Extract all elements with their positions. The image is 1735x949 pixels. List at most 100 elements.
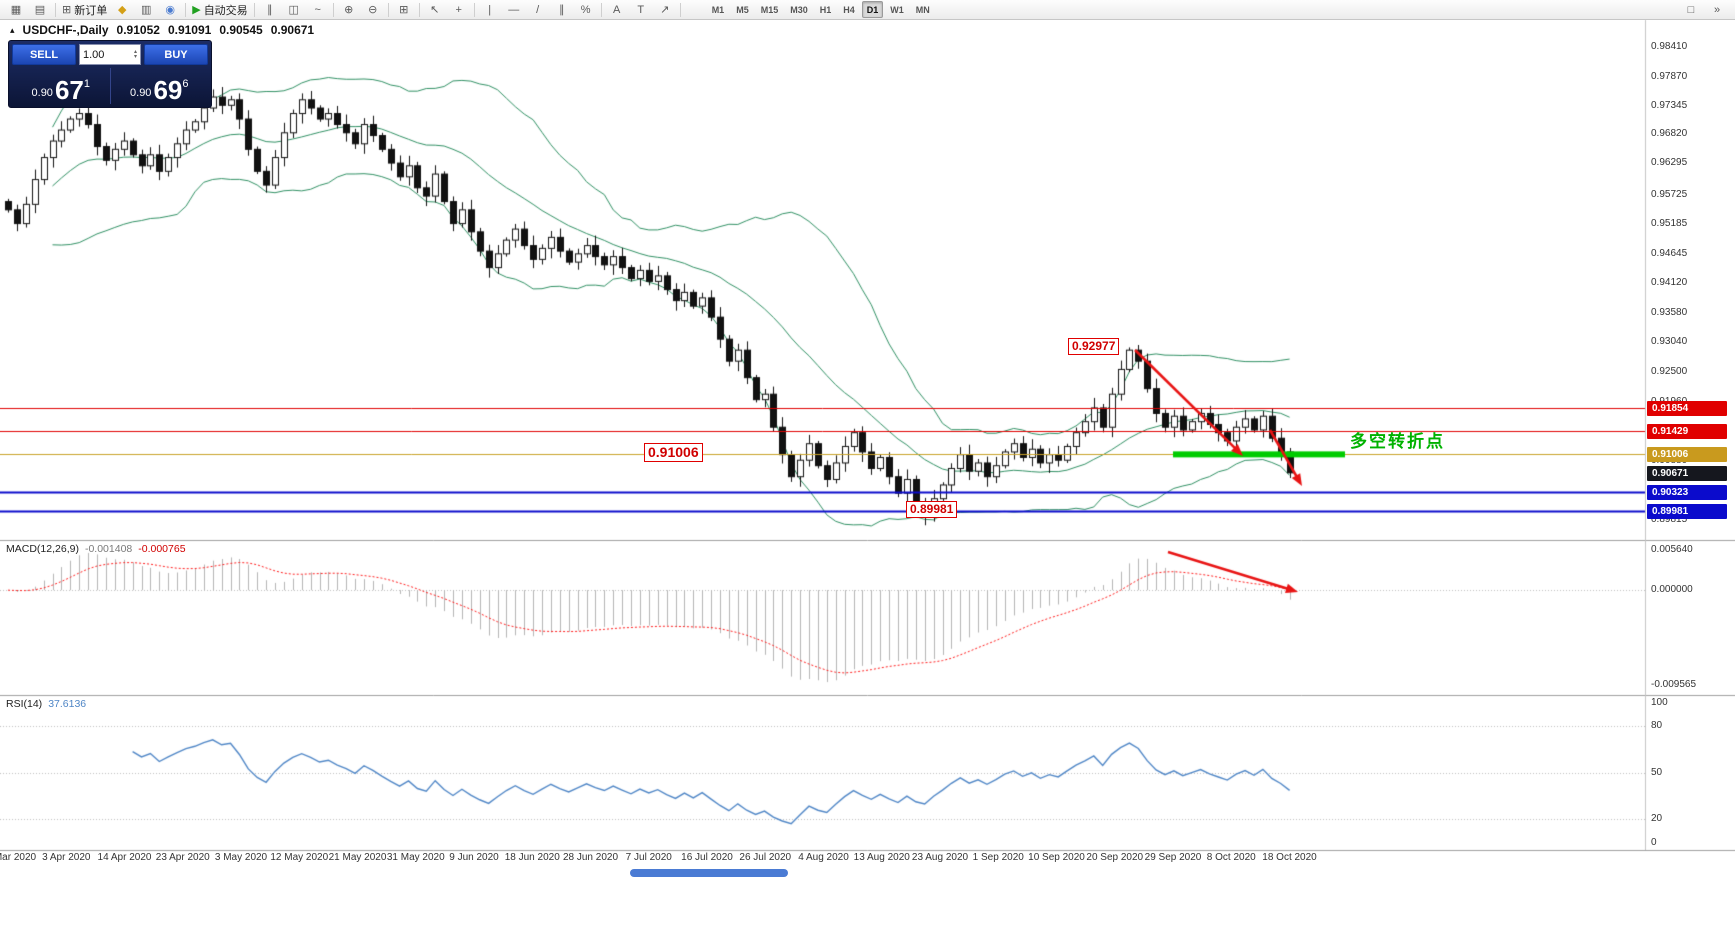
timeframe-m15[interactable]: M15 [760, 4, 779, 15]
date-axis-label: 13 Aug 2020 [853, 852, 910, 863]
date-axis-label: 20 Sep 2020 [1086, 852, 1144, 863]
buy-price-big: 69 [153, 75, 183, 105]
timeframe-w1[interactable]: W1 [890, 4, 904, 15]
trade-panel-prices: 0.90 67 1 0.90 69 6 [12, 68, 208, 104]
volume-input[interactable]: 1.00 ▴ ▾ [79, 44, 141, 65]
zoom-in-icon-glyph: ⊕ [344, 4, 354, 16]
sell-price[interactable]: 0.90 67 1 [12, 68, 110, 104]
fibonacci-icon[interactable]: % [574, 1, 598, 19]
volume-stepper[interactable]: ▴ ▾ [133, 48, 137, 60]
date-axis-label: 28 Jun 2020 [562, 852, 619, 863]
trendline-icon-glyph: / [536, 3, 540, 16]
date-axis-label: 9 Jun 2020 [449, 852, 499, 863]
macd-main-value: -0.001408 [84, 543, 133, 555]
toolbar-separator [55, 2, 56, 17]
sell-price-big: 67 [54, 75, 84, 105]
crosshair-icon[interactable]: + [447, 1, 471, 19]
macd-name: MACD(12,26,9) [6, 543, 79, 555]
text-icon-glyph: A [613, 3, 621, 16]
date-axis-label: 23 Aug 2020 [911, 852, 969, 863]
macd-signal-value: -0.000765 [138, 543, 186, 555]
chart-title: USDCHF-,Daily [22, 23, 109, 37]
profiles-icon[interactable]: ▤ [28, 1, 52, 19]
label-icon[interactable]: T [629, 1, 653, 19]
arrows-icon[interactable]: ↗ [653, 1, 677, 19]
ohlc-open: 0.91052 [116, 23, 160, 37]
toolbar-right-group: □» [1679, 1, 1729, 19]
channel-icon[interactable]: ∥ [550, 1, 574, 19]
expert-advisors-icon[interactable]: ◆ [110, 1, 134, 19]
ohlc-high: 0.91091 [167, 23, 212, 37]
sell-price-pip: 1 [83, 78, 90, 90]
date-axis-label: 23 Apr 2020 [155, 852, 210, 863]
date-axis-label: 12 May 2020 [270, 852, 329, 863]
date-axis-label: 16 Jul 2020 [681, 852, 733, 863]
zoom-out-icon[interactable]: ⊖ [361, 1, 385, 19]
timeframe-mn[interactable]: MN [915, 4, 930, 15]
timeframe-d1[interactable]: D1 [861, 1, 884, 18]
signals-icon[interactable]: ◉ [158, 1, 182, 19]
new-chart-icon[interactable]: ▦ [4, 1, 28, 19]
stepper-down-icon[interactable]: ▾ [133, 53, 137, 60]
timeframe-m5[interactable]: M5 [736, 4, 749, 15]
toolbar-separator [253, 2, 255, 17]
toolbar-overflow-icon[interactable]: » [1713, 3, 1721, 16]
swing-high-price-label[interactable]: 0.92977 [1068, 338, 1120, 355]
new-order-button-label: 新订单 [74, 4, 108, 17]
channel-icon-glyph: ∥ [558, 4, 565, 16]
auto-trading-button-label: 自动交易 [203, 4, 248, 17]
scrollbar-thumb[interactable] [630, 869, 788, 877]
panel-collapse-icon[interactable]: ▴ [10, 24, 15, 35]
auto-trading-button-glyph: ▶ [192, 4, 201, 16]
toolbar-separator [679, 2, 681, 17]
horizontal-line-icon[interactable]: — [502, 1, 526, 19]
new-order-button-glyph: ⊞ [62, 4, 72, 16]
toolbar-separator [332, 2, 334, 17]
rsi-indicator-label: RSI(14) 37.6136 [6, 698, 86, 710]
new-chart-icon-glyph: ▦ [10, 4, 22, 16]
timeframe-h4[interactable]: H4 [843, 4, 855, 15]
cursor-icon-glyph: ↖ [430, 4, 440, 16]
bar-chart-icon[interactable]: ∥ [258, 1, 282, 19]
new-order-button[interactable]: ⊞ 新订单 [59, 1, 110, 19]
date-axis-label: 18 Oct 2020 [1262, 852, 1317, 863]
date-axis-label: 4 Aug 2020 [798, 852, 849, 863]
tile-windows-icon[interactable]: ⊞ [392, 1, 416, 19]
date-axis-label: 29 Sep 2020 [1144, 852, 1202, 863]
signals-icon-glyph: ◉ [165, 4, 176, 16]
trendline-icon[interactable]: / [526, 1, 550, 19]
trade-panel-controls: SELL 1.00 ▴ ▾ BUY [12, 44, 208, 65]
stepper-up-icon[interactable]: ▴ [133, 48, 137, 55]
fullscreen-icon[interactable]: □ [1687, 3, 1695, 16]
sell-button[interactable]: SELL [12, 44, 76, 65]
timeframe-m1[interactable]: M1 [711, 4, 725, 15]
line-chart-icon[interactable]: ~ [306, 1, 330, 19]
text-icon[interactable]: A [605, 1, 629, 19]
auto-trading-button[interactable]: ▶ 自动交易 [189, 1, 250, 19]
rsi-value: 37.6136 [48, 698, 87, 710]
zoom-in-icon[interactable]: ⊕ [337, 1, 361, 19]
low-price-label[interactable]: 0.89981 [906, 501, 958, 518]
fibonacci-icon-glyph: % [580, 3, 591, 16]
timeframe-m30[interactable]: M30 [790, 4, 808, 15]
buy-button[interactable]: BUY [144, 44, 208, 65]
price-divider [109, 68, 111, 104]
date-axis-label: 3 Apr 2020 [42, 852, 91, 863]
timeframe-h1[interactable]: H1 [819, 4, 832, 15]
date-axis-label: 31 May 2020 [386, 852, 445, 863]
date-axis-label: 26 Jul 2020 [739, 852, 792, 863]
market-watch-icon[interactable]: ▥ [134, 1, 158, 19]
date-axis-label: 7 Jul 2020 [625, 852, 672, 863]
horizontal-scrollbar[interactable] [0, 869, 1645, 877]
toolbar-separator [473, 2, 475, 17]
support-price-label[interactable]: 0.91006 [644, 443, 703, 462]
market-watch-icon-glyph: ▥ [141, 4, 152, 16]
one-click-trading-panel: SELL 1.00 ▴ ▾ BUY 0.90 67 1 0.90 69 6 [8, 40, 212, 108]
candlestick-chart-icon[interactable]: ◫ [282, 1, 306, 19]
cursor-icon[interactable]: ↖ [423, 1, 447, 19]
vertical-line-icon[interactable]: | [478, 1, 502, 19]
profiles-icon-glyph: ▤ [34, 4, 46, 16]
buy-price[interactable]: 0.90 69 6 [111, 68, 209, 104]
